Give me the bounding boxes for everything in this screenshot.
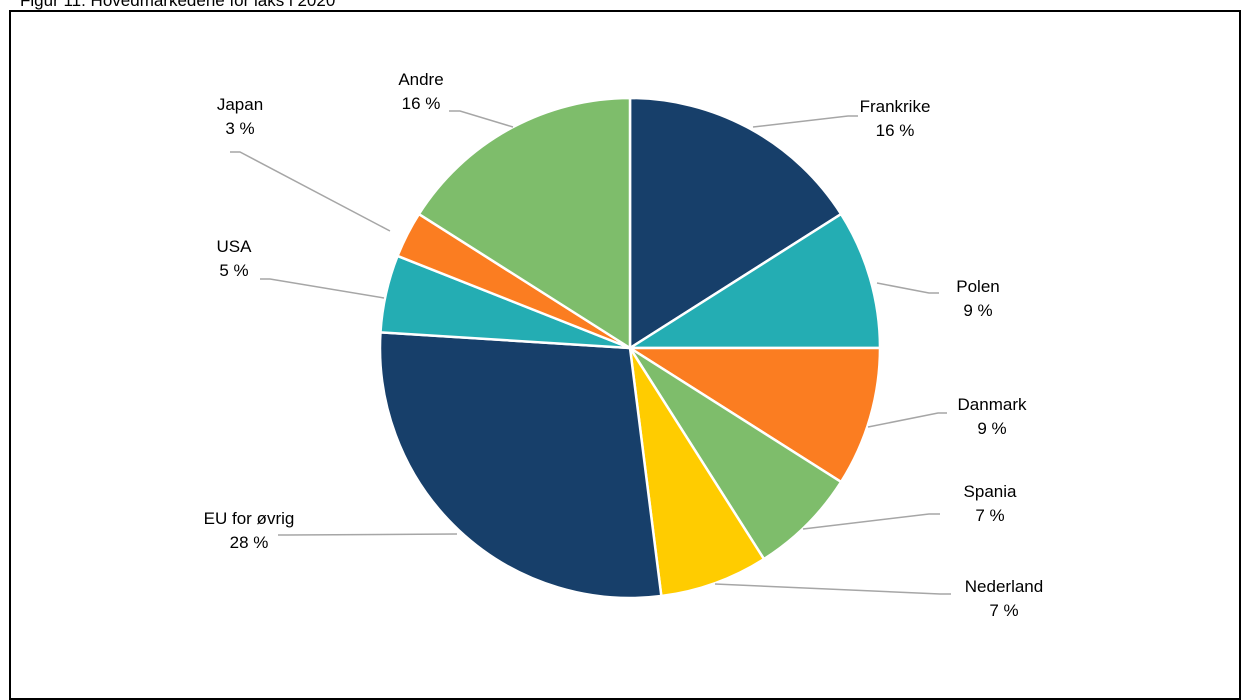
pie-slice-frankrike bbox=[628, 96, 843, 350]
slice-label-value: 9 % bbox=[977, 419, 1006, 438]
pie-slice-polen bbox=[628, 212, 882, 350]
slice-label-value: 7 % bbox=[989, 601, 1018, 620]
leader-line bbox=[449, 110, 514, 128]
pie-slice-nederland bbox=[628, 346, 766, 598]
leader-line bbox=[876, 282, 939, 294]
slice-label-name: Frankrike bbox=[860, 97, 931, 116]
slice-label-name: EU for øvrig bbox=[204, 509, 295, 528]
slice-label-name: Polen bbox=[956, 277, 999, 296]
slice-label-value: 9 % bbox=[963, 301, 992, 320]
slice-label-name: Danmark bbox=[958, 395, 1027, 414]
slice-label-name: Spania bbox=[964, 482, 1017, 501]
leader-line bbox=[260, 278, 385, 299]
figure-title: Figur 11. Hovedmarkedene for laks i 2020 bbox=[20, 0, 336, 10]
slice-label-name: Japan bbox=[217, 95, 263, 114]
slice-label-value: 28 % bbox=[230, 533, 269, 552]
slice-labels: Frankrike 16 % Polen 9 % Danmark 9 % Spania 7 %… bbox=[204, 70, 1044, 620]
pie-slice-danmark bbox=[628, 346, 882, 484]
slice-label-value: 16 % bbox=[402, 94, 441, 113]
pie-slice-spania bbox=[628, 346, 843, 561]
slice-label-value: 3 % bbox=[225, 119, 254, 138]
slice-label-name: Nederland bbox=[965, 577, 1043, 596]
slice-label-value: 5 % bbox=[219, 261, 248, 280]
leader-line bbox=[278, 533, 458, 536]
leader-line bbox=[714, 583, 951, 595]
slice-label-name: USA bbox=[217, 237, 253, 256]
leader-line bbox=[802, 513, 940, 530]
leader-line bbox=[230, 151, 391, 232]
pie-slice-andre bbox=[417, 96, 632, 350]
leader-lines bbox=[230, 110, 951, 595]
slice-label-value: 16 % bbox=[876, 121, 915, 140]
slice-label-value: 7 % bbox=[975, 506, 1004, 525]
pie-slices bbox=[378, 96, 882, 600]
leader-line bbox=[752, 115, 858, 128]
pie-slice-eu-for-øvrig bbox=[378, 331, 663, 600]
slice-label-name: Andre bbox=[398, 70, 443, 89]
leader-line bbox=[867, 412, 947, 428]
